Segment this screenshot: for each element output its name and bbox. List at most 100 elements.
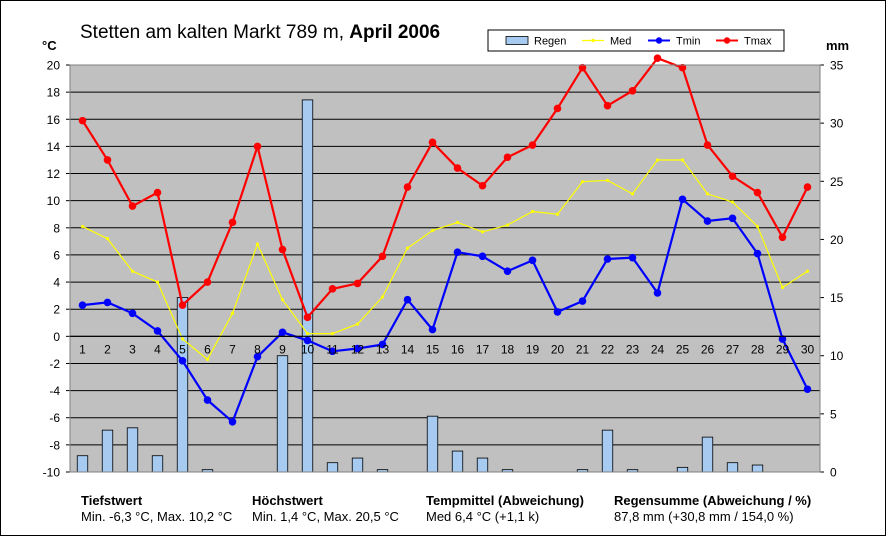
rain-bar bbox=[76, 455, 89, 473]
med-point bbox=[755, 224, 760, 229]
plot-border bbox=[69, 64, 821, 473]
legend-box bbox=[487, 29, 785, 52]
x-tick-label: 30 bbox=[801, 342, 815, 356]
tmin-point bbox=[228, 418, 237, 426]
stat-regensumme: Regensumme (Abweichung / %) 87,8 mm (+30… bbox=[614, 493, 811, 525]
x-tick-label: 23 bbox=[626, 342, 640, 356]
rain-bar bbox=[751, 464, 764, 473]
y-tick-label: 8 bbox=[53, 221, 60, 235]
med-point bbox=[580, 180, 585, 184]
tmin-point bbox=[528, 256, 537, 265]
tmax-point bbox=[128, 202, 137, 210]
y2-tick-label: 35 bbox=[830, 59, 844, 73]
med-point bbox=[355, 322, 360, 326]
med-point bbox=[455, 220, 460, 224]
legend-tmax-marker bbox=[723, 37, 731, 44]
tmin-point bbox=[428, 325, 437, 334]
med-point bbox=[705, 192, 710, 196]
tmin-point bbox=[153, 327, 162, 335]
tmin-point bbox=[728, 214, 737, 223]
stat-hoechstwert-heading: Höchstwert bbox=[252, 493, 323, 508]
y2-tick-label: 20 bbox=[830, 233, 844, 247]
rain-bar bbox=[276, 355, 289, 473]
med-point bbox=[680, 158, 685, 162]
y-tick-label: -6 bbox=[49, 411, 60, 425]
med-point bbox=[155, 280, 160, 284]
tmax-point bbox=[328, 285, 337, 293]
tmax-point bbox=[453, 164, 462, 172]
tmax-point bbox=[503, 153, 512, 162]
stat-tiefstwert: Tiefstwert Min. -6,3 °C, Max. 10,2 °C bbox=[81, 493, 232, 525]
med-point bbox=[630, 192, 635, 196]
med-line bbox=[82, 159, 808, 361]
rain-bar bbox=[176, 297, 189, 473]
x-tick-label: 24 bbox=[651, 342, 665, 356]
y-tick-label: 2 bbox=[53, 303, 60, 317]
x-tick-label: 29 bbox=[776, 342, 790, 356]
rain-bar bbox=[701, 436, 714, 473]
x-tick-label: 17 bbox=[476, 342, 490, 356]
tmin-point bbox=[803, 385, 812, 394]
med-point bbox=[405, 246, 410, 250]
x-tick-label: 7 bbox=[229, 342, 236, 356]
x-tick-label: 25 bbox=[676, 342, 690, 356]
y-tick-label: -10 bbox=[43, 466, 61, 480]
x-tick-label: 2 bbox=[104, 342, 111, 356]
rain-bar bbox=[301, 99, 314, 473]
x-tick-label: 27 bbox=[726, 342, 740, 356]
x-tick-label: 1 bbox=[79, 342, 86, 356]
tmax-point bbox=[228, 218, 237, 227]
med-point bbox=[805, 269, 810, 273]
stat-hoechstwert: Höchstwert Min. 1,4 °C, Max. 20,5 °C bbox=[252, 493, 399, 525]
y-tick-label: 20 bbox=[47, 59, 61, 73]
rain-bar bbox=[476, 457, 489, 473]
med-point bbox=[380, 295, 385, 299]
tmin-point bbox=[653, 289, 662, 297]
rain-bar bbox=[451, 450, 464, 473]
y-tick-label: -4 bbox=[49, 384, 60, 398]
tmax-line bbox=[81, 56, 809, 320]
plot-area bbox=[70, 65, 820, 472]
x-tick-label: 4 bbox=[154, 342, 161, 356]
rain-bar bbox=[351, 457, 364, 473]
med-point bbox=[330, 332, 335, 336]
rain-bar bbox=[426, 415, 439, 473]
tmin-point bbox=[778, 335, 787, 343]
tmin-point bbox=[103, 298, 112, 307]
tmin-point bbox=[178, 356, 187, 365]
legend-rain-swatch bbox=[505, 36, 529, 45]
med-point bbox=[780, 285, 785, 290]
tmax-point bbox=[203, 278, 212, 286]
med-point bbox=[230, 311, 235, 315]
stat-tempmittel-text: Med 6,4 °C (+1,1 k) bbox=[426, 509, 540, 524]
tmax-point bbox=[753, 188, 762, 197]
med-point bbox=[430, 228, 435, 233]
title-period: April 2006 bbox=[349, 22, 441, 43]
tmax-point bbox=[303, 313, 312, 322]
med-point bbox=[530, 209, 535, 214]
med-point bbox=[180, 337, 185, 341]
tmin-point bbox=[503, 267, 512, 276]
y-tick-label: 6 bbox=[53, 248, 60, 262]
tmax-point bbox=[678, 63, 687, 72]
y2-tick-label: 30 bbox=[830, 117, 844, 131]
stat-regensumme-text: 87,8 mm (+30,8 mm / 154,0 %) bbox=[614, 509, 794, 524]
x-tick-label: 9 bbox=[279, 342, 286, 356]
tmin-point bbox=[628, 253, 637, 262]
temperature-lines bbox=[78, 54, 812, 426]
x-tick-label: 13 bbox=[376, 342, 390, 356]
tmin-point bbox=[78, 301, 87, 309]
left-axis-unit: °C bbox=[42, 38, 57, 53]
legend-rain-label: Regen bbox=[534, 36, 566, 48]
x-tick-label: 16 bbox=[451, 342, 465, 356]
x-tick-label: 12 bbox=[351, 342, 365, 356]
x-tick-label: 20 bbox=[551, 342, 565, 356]
tmax-point bbox=[803, 183, 812, 191]
tmin-point bbox=[678, 195, 687, 204]
med-point bbox=[80, 224, 85, 229]
tmin-point bbox=[603, 255, 612, 263]
rain-bars bbox=[76, 99, 764, 473]
tmin-point bbox=[128, 309, 137, 318]
legend-tmin-label: Tmin bbox=[676, 36, 700, 48]
